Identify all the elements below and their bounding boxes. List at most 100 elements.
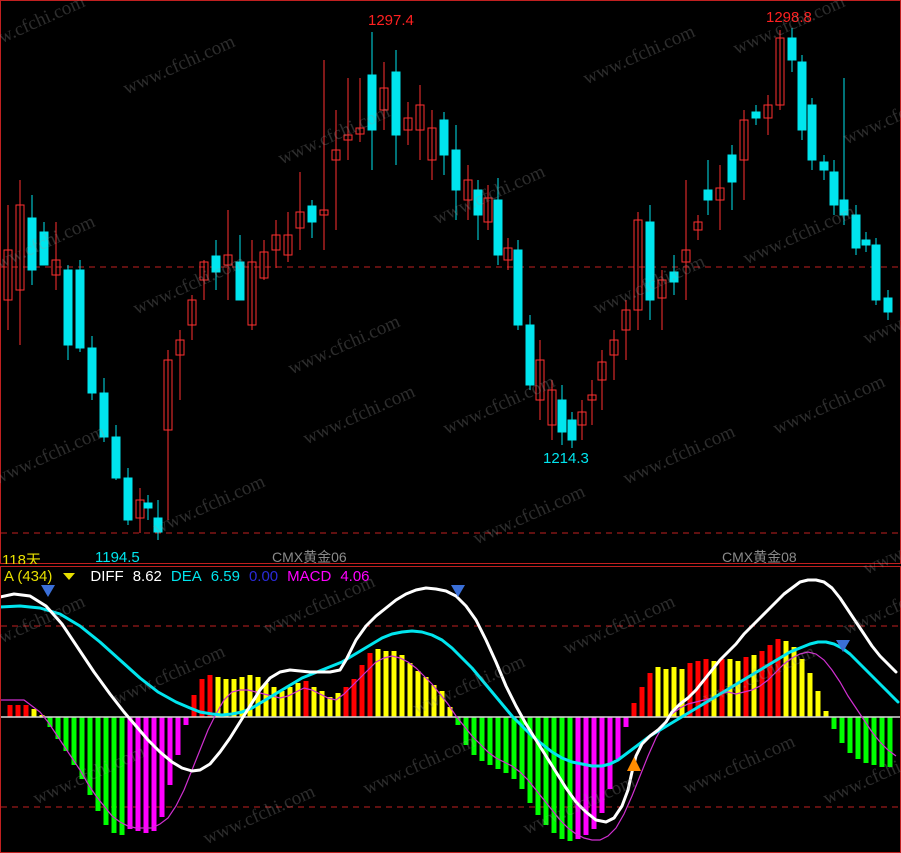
macd-histogram-bar: [23, 705, 29, 717]
candlestick: [525, 315, 535, 390]
chevron-down-icon[interactable]: [63, 572, 76, 580]
candlestick: [819, 155, 829, 180]
macd-histogram-bar: [767, 645, 773, 717]
macd-histogram-bar: [863, 717, 869, 763]
candlestick: [175, 330, 185, 400]
macd-histogram-bar: [711, 661, 717, 717]
candlestick: [503, 238, 513, 270]
buy-arrow-up-icon: [627, 757, 641, 771]
candlestick-canvas[interactable]: [0, 0, 901, 564]
macd-name: MACD: [287, 567, 332, 585]
macd-histogram-bar: [55, 717, 61, 739]
candlestick: [367, 32, 377, 170]
candlestick: [153, 500, 163, 540]
macd-histogram-bar: [511, 717, 517, 779]
candlestick: [271, 220, 281, 268]
macd-histogram-bar: [271, 687, 277, 717]
candlestick: [587, 380, 597, 425]
macd-histogram-bar: [295, 683, 301, 717]
macd-histogram-bar: [303, 681, 309, 717]
candlestick: [493, 178, 503, 265]
macd-histogram-bar: [39, 715, 45, 717]
candlestick: [187, 295, 197, 340]
macd-histogram-bar: [527, 717, 533, 803]
macd-canvas[interactable]: [0, 566, 901, 853]
macd-envelope-line: [0, 651, 897, 841]
macd-histogram-bar: [871, 717, 877, 765]
macd-series-label[interactable]: A (434): [4, 567, 53, 585]
macd-legend-bar[interactable]: A (434) DIFF 8.62 DEA 6.59 0.00 MACD 4.0…: [0, 566, 901, 586]
macd-histogram-bar: [815, 691, 821, 717]
candlestick: [3, 205, 13, 330]
candlestick: [633, 212, 643, 330]
zero-value: 0.00: [248, 567, 279, 585]
macd-histogram-bar: [31, 709, 37, 717]
candlestick: [51, 222, 61, 290]
macd-histogram-bar: [111, 717, 117, 833]
candlestick: [39, 222, 49, 266]
macd-histogram-bar: [343, 687, 349, 717]
candlestick: [143, 495, 153, 520]
macd-histogram-bar: [631, 703, 637, 717]
macd-histogram-bar: [423, 677, 429, 717]
macd-histogram-bar: [703, 659, 709, 717]
candlestick: [391, 50, 401, 165]
candlestick: [87, 336, 97, 400]
macd-histogram-bar: [119, 717, 125, 835]
macd-histogram-bar: [391, 651, 397, 717]
macd-histogram-bar: [479, 717, 485, 761]
candlestick: [199, 260, 209, 300]
candlestick: [355, 78, 365, 142]
macd-histogram-bar: [47, 717, 53, 727]
macd-histogram-bar: [503, 717, 509, 773]
candlestick: [535, 340, 545, 420]
macd-histogram-bar: [63, 717, 69, 751]
macd-histogram-bar: [623, 717, 629, 727]
candlestick: [807, 98, 817, 170]
macd-histogram-bar: [679, 669, 685, 717]
candlestick: [681, 180, 691, 300]
candlestick: [319, 60, 329, 250]
macd-histogram-bar: [79, 717, 85, 779]
macd-histogram-bar: [543, 717, 549, 825]
candlestick: [427, 110, 437, 180]
macd-histogram-bar: [559, 717, 565, 839]
macd-histogram-bar: [103, 717, 109, 825]
contract-label-left: CMX黄金06: [272, 549, 347, 564]
macd-histogram-bar: [535, 717, 541, 815]
candlestick: [727, 145, 737, 210]
macd-histogram-bar: [783, 641, 789, 717]
macd-histogram-bar: [415, 671, 421, 717]
macd-histogram-bar: [311, 687, 317, 717]
macd-histogram-bar: [87, 717, 93, 795]
diff-name: DIFF: [90, 567, 124, 585]
macd-histogram-bar: [95, 717, 101, 811]
macd-chart-panel[interactable]: [0, 566, 901, 853]
candlestick: [343, 78, 353, 160]
macd-histogram-bar: [775, 639, 781, 717]
price-chart-panel[interactable]: 1297.4 1298.8 1214.3 1194.5 118天 CMX黄金06…: [0, 0, 901, 564]
macd-histogram-bar: [367, 653, 373, 717]
candlestick: [439, 112, 449, 175]
macd-histogram-bar: [335, 693, 341, 717]
candlestick: [715, 165, 725, 230]
macd-histogram-bar: [743, 657, 749, 717]
macd-histogram-bar: [847, 717, 853, 753]
macd-histogram-bar: [791, 647, 797, 717]
high-price-label-2: 1298.8: [766, 9, 812, 26]
macd-histogram-bar: [807, 673, 813, 717]
macd-histogram-bar: [719, 659, 725, 717]
candlestick: [331, 110, 341, 230]
candlestick: [669, 255, 679, 295]
macd-histogram-bar: [567, 717, 573, 841]
macd-histogram-bar: [671, 667, 677, 717]
candlestick: [259, 240, 269, 280]
candlestick: [483, 185, 493, 230]
contract-label-right: CMX黄金08: [722, 549, 797, 564]
dea-name: DEA: [170, 567, 202, 585]
candlestick: [451, 125, 461, 220]
macd-histogram-bar: [383, 651, 389, 717]
candlestick: [15, 180, 25, 345]
macd-histogram-bar: [647, 673, 653, 717]
